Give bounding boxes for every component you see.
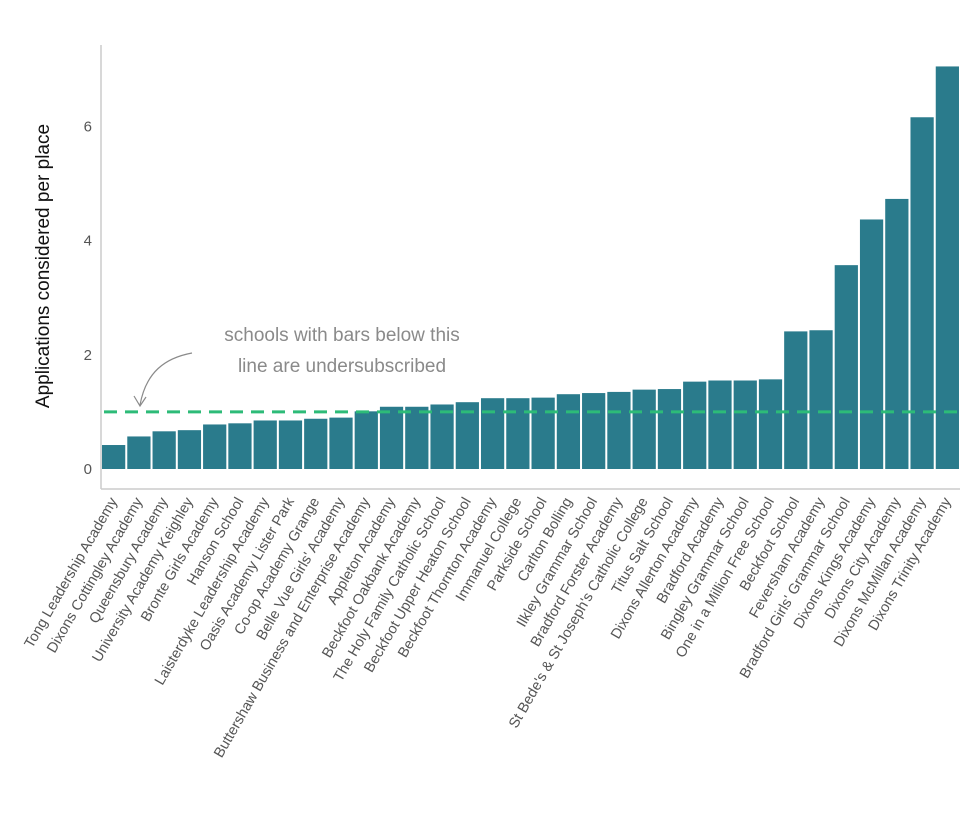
annotation-arrow (139, 352, 193, 406)
bar (278, 420, 303, 469)
y-tick-label: 0 (84, 461, 92, 478)
annotation-line-1: schools with bars below this (224, 325, 460, 346)
y-ticks-group: 0 2 4 6 (84, 118, 92, 478)
annotation-line-2: line are undersubscribed (238, 356, 446, 377)
bar (354, 411, 378, 469)
y-axis-title: Applications considered per place (33, 124, 54, 408)
bar (177, 430, 202, 469)
bar (152, 431, 176, 469)
bar (632, 389, 656, 469)
bar (556, 394, 581, 469)
bar (708, 380, 732, 469)
bar (935, 66, 959, 469)
bar (885, 198, 909, 470)
y-tick-label: 6 (84, 118, 92, 135)
y-tick-label: 2 (84, 347, 92, 364)
bar (607, 391, 631, 469)
bar (657, 389, 682, 469)
bar (834, 265, 858, 469)
bar (253, 420, 277, 469)
bars-group (102, 66, 959, 470)
y-tick-label: 4 (84, 233, 92, 250)
annotation-arrowhead (133, 395, 147, 408)
bar (758, 379, 783, 469)
bar (733, 380, 757, 469)
bar (127, 436, 151, 469)
annotation-group: schools with bars below this line are un… (133, 325, 460, 408)
bar (506, 398, 530, 469)
bar (455, 402, 479, 469)
bar (582, 393, 606, 469)
bar (329, 417, 353, 469)
bar (910, 117, 934, 469)
bar (683, 381, 707, 469)
bar (379, 406, 404, 469)
bar (531, 397, 555, 470)
bar (228, 423, 252, 469)
bar (102, 445, 126, 469)
bar (480, 398, 505, 469)
bar (859, 219, 884, 469)
bar (430, 404, 454, 469)
bar (809, 330, 833, 469)
bar (405, 406, 429, 469)
bar (203, 424, 227, 469)
bar (784, 331, 808, 469)
bar (304, 418, 328, 469)
